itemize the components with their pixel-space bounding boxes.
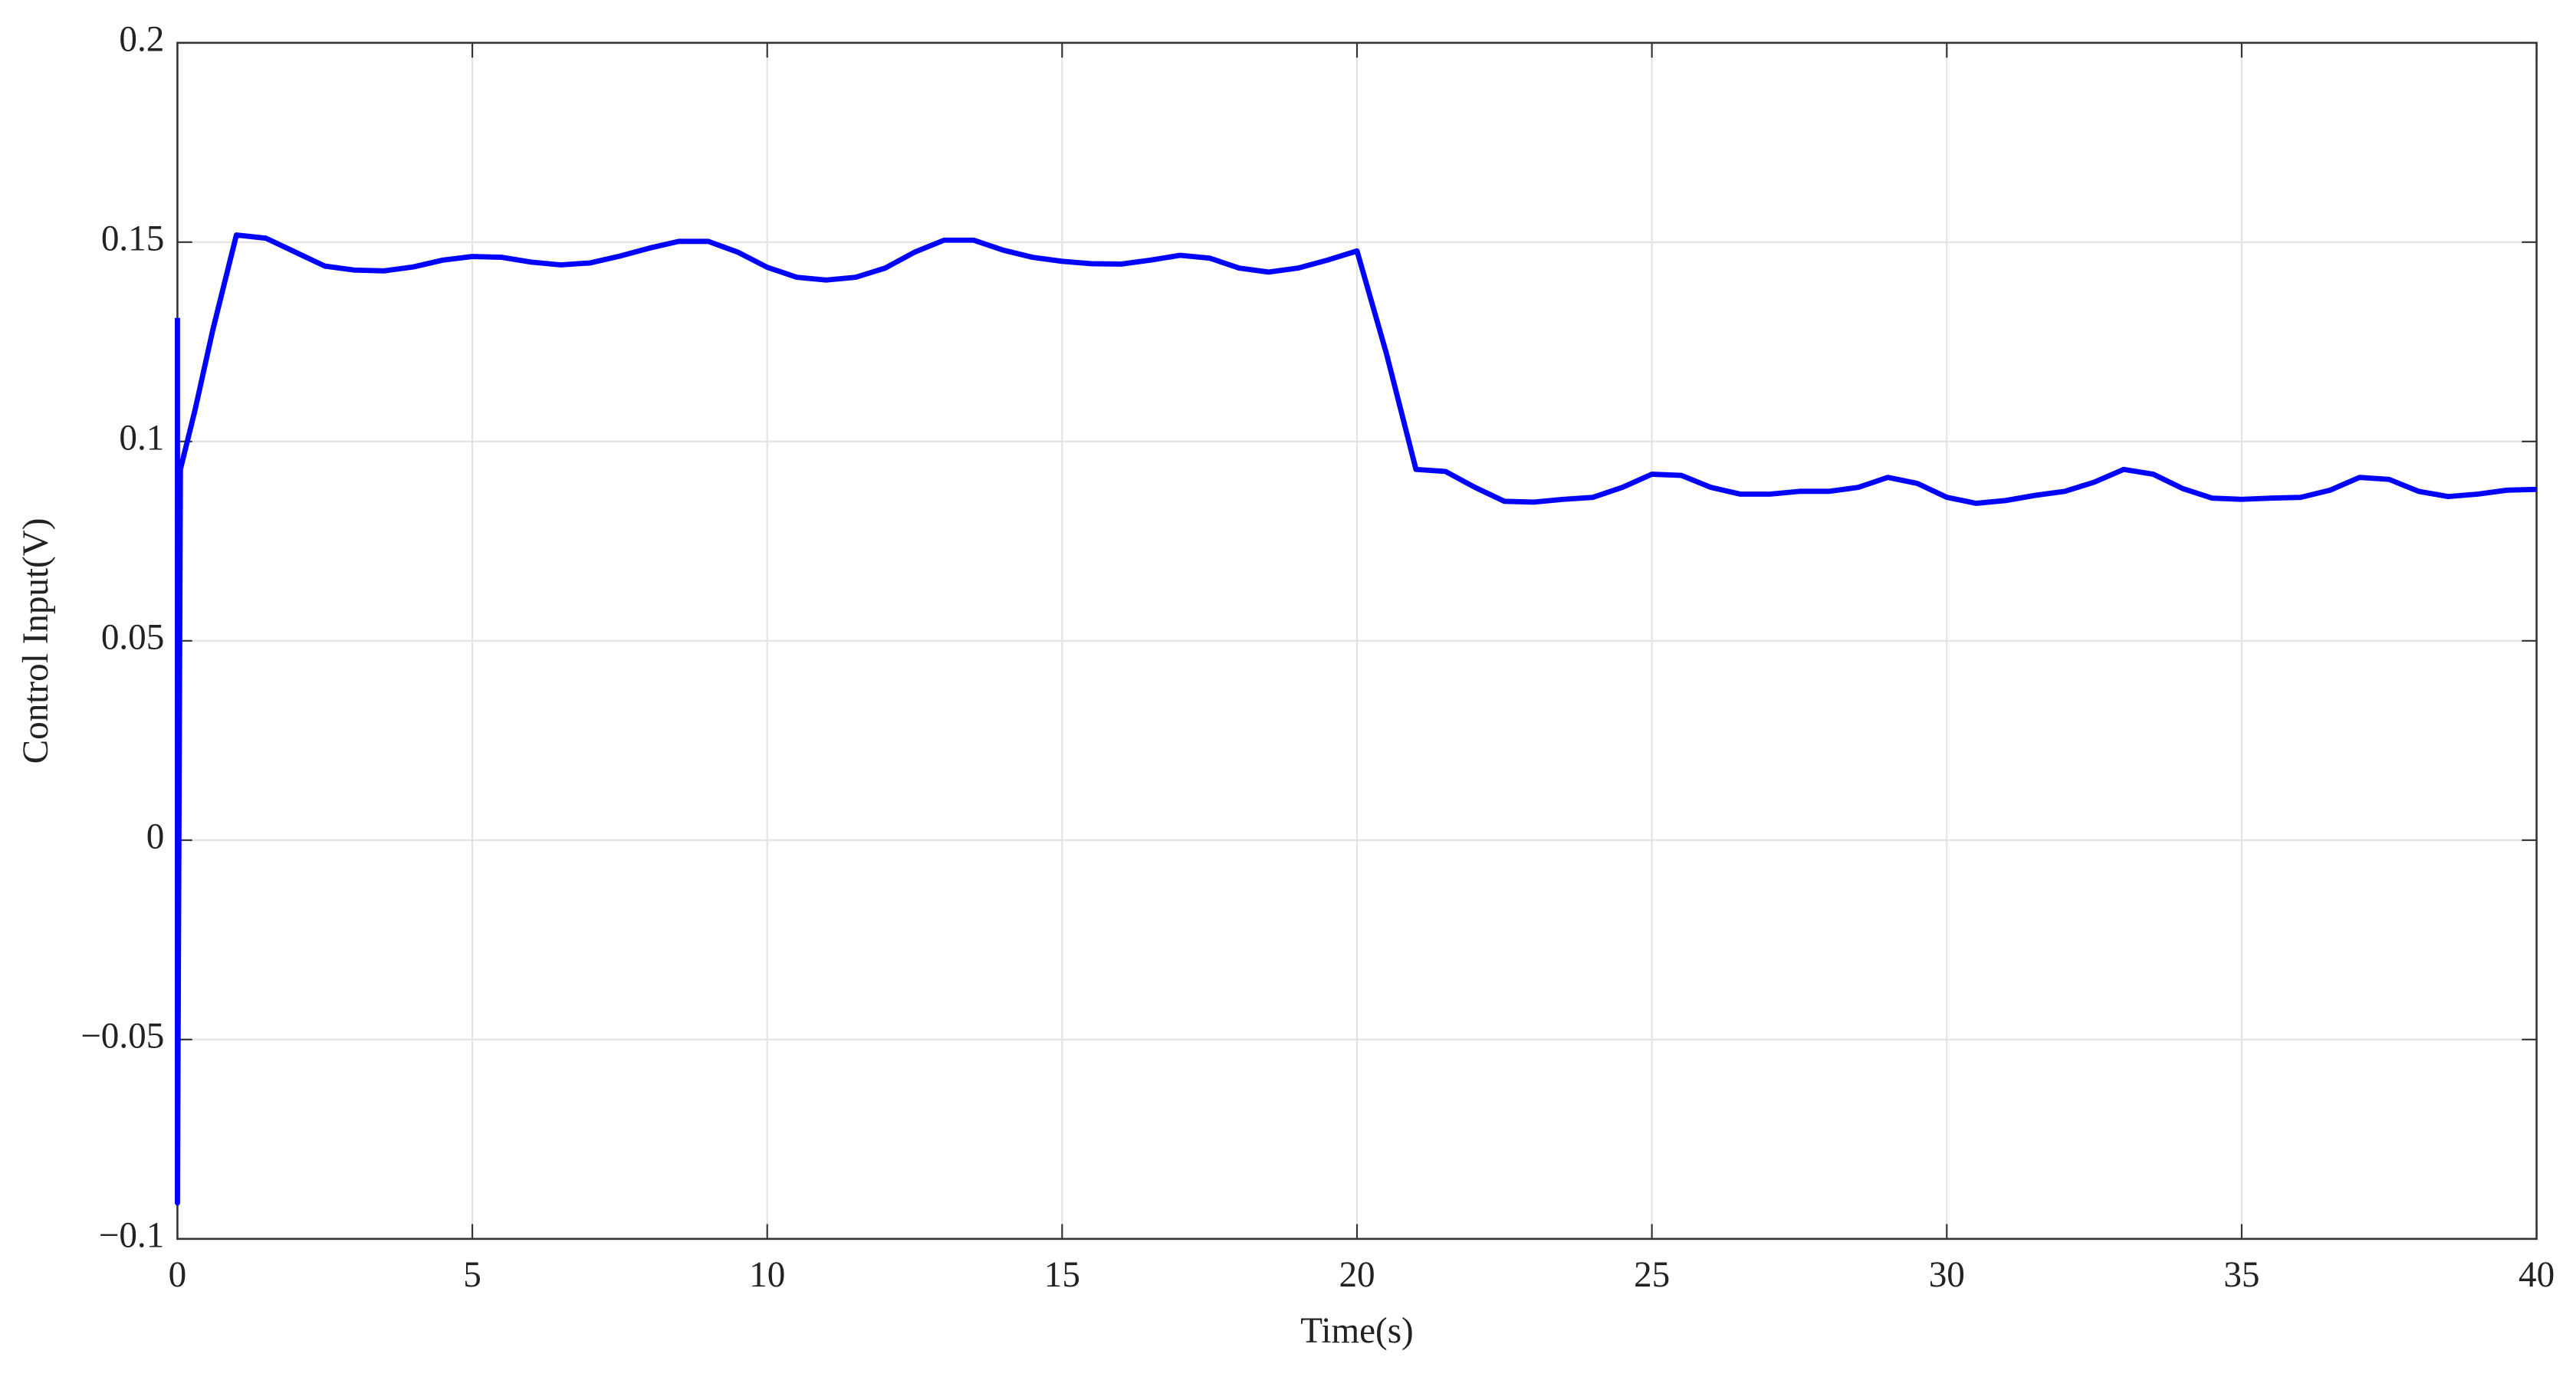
x-tick-label: 10 [749, 1255, 785, 1295]
x-tick-label: 40 [2518, 1255, 2555, 1295]
y-tick-label: 0.05 [101, 618, 164, 658]
x-axis-label: Time(s) [1300, 1311, 1414, 1351]
y-tick-label: 0.1 [119, 419, 164, 458]
x-tick-label: 25 [1634, 1255, 1670, 1295]
data-line [175, 232, 2537, 1206]
y-tick-label: 0.2 [119, 20, 164, 60]
x-tick-label: 20 [1339, 1255, 1375, 1295]
x-tick-label: 35 [2223, 1255, 2259, 1295]
x-tick-label: 5 [463, 1255, 481, 1295]
y-tick-label: −0.05 [80, 1017, 164, 1057]
y-tick-label: −0.1 [99, 1216, 164, 1256]
y-tick-label: 0.15 [101, 219, 164, 259]
y-tick-label: 0 [146, 817, 165, 857]
x-tick-label: 15 [1044, 1255, 1080, 1295]
x-tick-label: 30 [1929, 1255, 1965, 1295]
y-axis-label: Control Input(V) [16, 518, 56, 764]
x-tick-label: 0 [169, 1255, 187, 1295]
